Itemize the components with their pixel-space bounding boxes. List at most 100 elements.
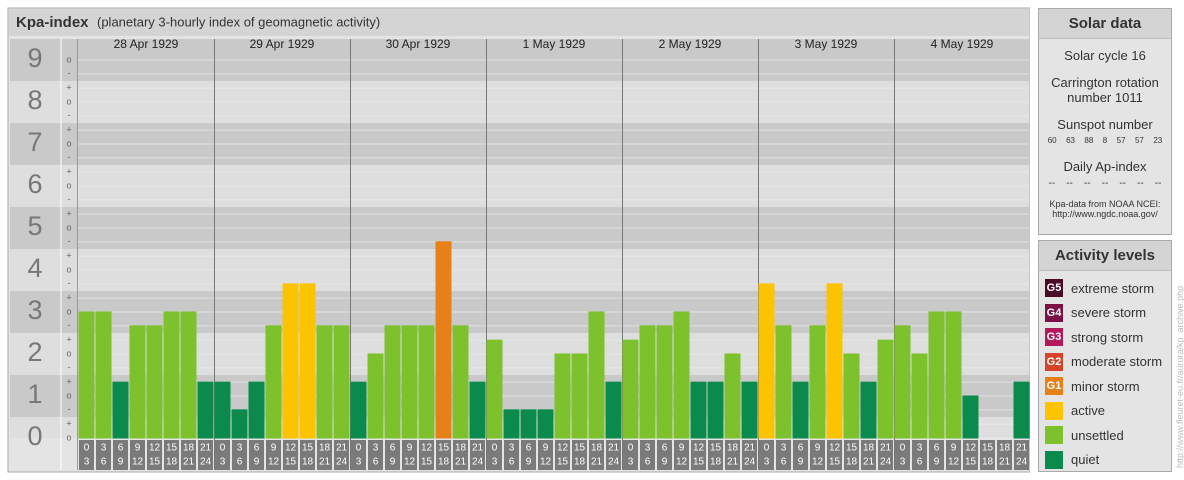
hour-cell: [878, 440, 893, 470]
y-tick-label: 7: [27, 127, 42, 157]
bar: [537, 409, 554, 439]
day-label: 30 Apr 1929: [386, 37, 451, 51]
hour-cell: [130, 440, 145, 470]
bar: [146, 325, 163, 439]
chart-title: Kpa-index: [16, 14, 89, 31]
bar: [435, 241, 452, 439]
sunspot-value: 23: [1153, 136, 1163, 145]
hour-label: 21: [336, 443, 348, 454]
bar: [469, 381, 486, 439]
legend-label: moderate storm: [1071, 354, 1163, 370]
hour-label: 18: [710, 457, 722, 468]
hour-label: 18: [591, 443, 603, 454]
hour-label: 18: [574, 457, 586, 468]
hour-cell: [606, 440, 621, 470]
bar: [945, 311, 962, 439]
minor-tick-label: -: [68, 404, 71, 414]
legend-swatch: G1: [1045, 377, 1063, 396]
day-label: 29 Apr 1929: [250, 37, 315, 51]
hour-cell: [215, 440, 230, 470]
hour-cell: [793, 440, 808, 470]
hour-label: 3: [492, 457, 498, 468]
hour-cell: [997, 440, 1012, 470]
hour-label: 0: [220, 443, 226, 454]
bar: [911, 353, 928, 439]
bar: [418, 325, 435, 439]
minor-tick-label: o: [66, 180, 71, 190]
bar: [792, 381, 809, 439]
hour-label: 18: [863, 443, 875, 454]
hour-label: 3: [101, 443, 107, 454]
hour-label: 15: [829, 457, 841, 468]
hour-label: 12: [421, 443, 433, 454]
minor-tick-label: -: [68, 362, 71, 372]
bar: [928, 311, 945, 439]
y-tick-label: 0: [27, 421, 42, 451]
hour-label: 9: [526, 457, 532, 468]
solar-cycle: Solar cycle 16: [1064, 48, 1146, 63]
hour-label: 0: [900, 443, 906, 454]
sunspots: 60 63 88 8 57 57 23: [1039, 132, 1171, 145]
bar: [265, 325, 282, 439]
legend-item: unsettled: [1039, 423, 1171, 448]
hour-label: 0: [764, 443, 770, 454]
hour-label: 9: [662, 457, 668, 468]
ap-value: --: [1119, 178, 1126, 189]
y-tick-label: 2: [27, 337, 42, 367]
bar: [826, 283, 843, 439]
day-label: 1 May 1929: [523, 37, 586, 51]
y-tick-label: 9: [27, 43, 42, 73]
minor-tick-label: +: [66, 377, 71, 387]
legend-swatch: G5: [1045, 279, 1063, 298]
bar: [367, 353, 384, 439]
hour-label: 12: [285, 443, 297, 454]
bar: [112, 381, 129, 439]
hour-label: 6: [917, 457, 923, 468]
ap-values: -- -- -- -- -- -- --: [1039, 174, 1171, 189]
hour-label: 24: [744, 457, 756, 468]
hour-cell: [436, 440, 451, 470]
hour-cell: [1014, 440, 1029, 470]
legend-item: active: [1039, 399, 1171, 424]
ap-value: --: [1048, 178, 1056, 189]
hour-cell: [725, 440, 740, 470]
hour-label: 12: [812, 457, 824, 468]
sunspot-value: 57: [1116, 136, 1126, 145]
minor-tick-label: +: [66, 83, 71, 93]
hour-label: 21: [880, 443, 892, 454]
hour-cell: [487, 440, 502, 470]
hour-label: 15: [965, 457, 977, 468]
ap-title: Daily Ap-index: [1063, 159, 1147, 174]
legend-label: minor storm: [1071, 378, 1140, 394]
sunspot-value: 60: [1047, 136, 1057, 145]
hour-label: 3: [509, 443, 515, 454]
hour-label: 15: [166, 443, 178, 454]
hour-label: 18: [455, 443, 467, 454]
hour-label: 9: [543, 443, 549, 454]
hour-cell: [623, 440, 638, 470]
bar: [231, 409, 248, 439]
hour-label: 12: [829, 443, 841, 454]
hour-cell: [283, 440, 298, 470]
day-label: 3 May 1929: [795, 37, 858, 51]
hour-label: 21: [472, 443, 484, 454]
y-tick-label: 1: [27, 379, 42, 409]
minor-tick-label: o: [66, 54, 71, 64]
bar: [860, 381, 877, 439]
hour-cell: [759, 440, 774, 470]
hour-label: 9: [118, 457, 124, 468]
hour-label: 3: [781, 443, 787, 454]
hour-cell: [555, 440, 570, 470]
hour-label: 3: [900, 457, 906, 468]
hour-label: 18: [438, 457, 450, 468]
minor-tick-label: o: [66, 348, 71, 358]
hour-cell: [504, 440, 519, 470]
hour-label: 3: [237, 443, 243, 454]
hour-cell: [232, 440, 247, 470]
hour-cell: [912, 440, 927, 470]
hour-label: 12: [149, 443, 161, 454]
bar: [333, 325, 350, 439]
bar: [962, 395, 979, 439]
hour-label: 24: [200, 457, 212, 468]
hour-cell: [572, 440, 587, 470]
